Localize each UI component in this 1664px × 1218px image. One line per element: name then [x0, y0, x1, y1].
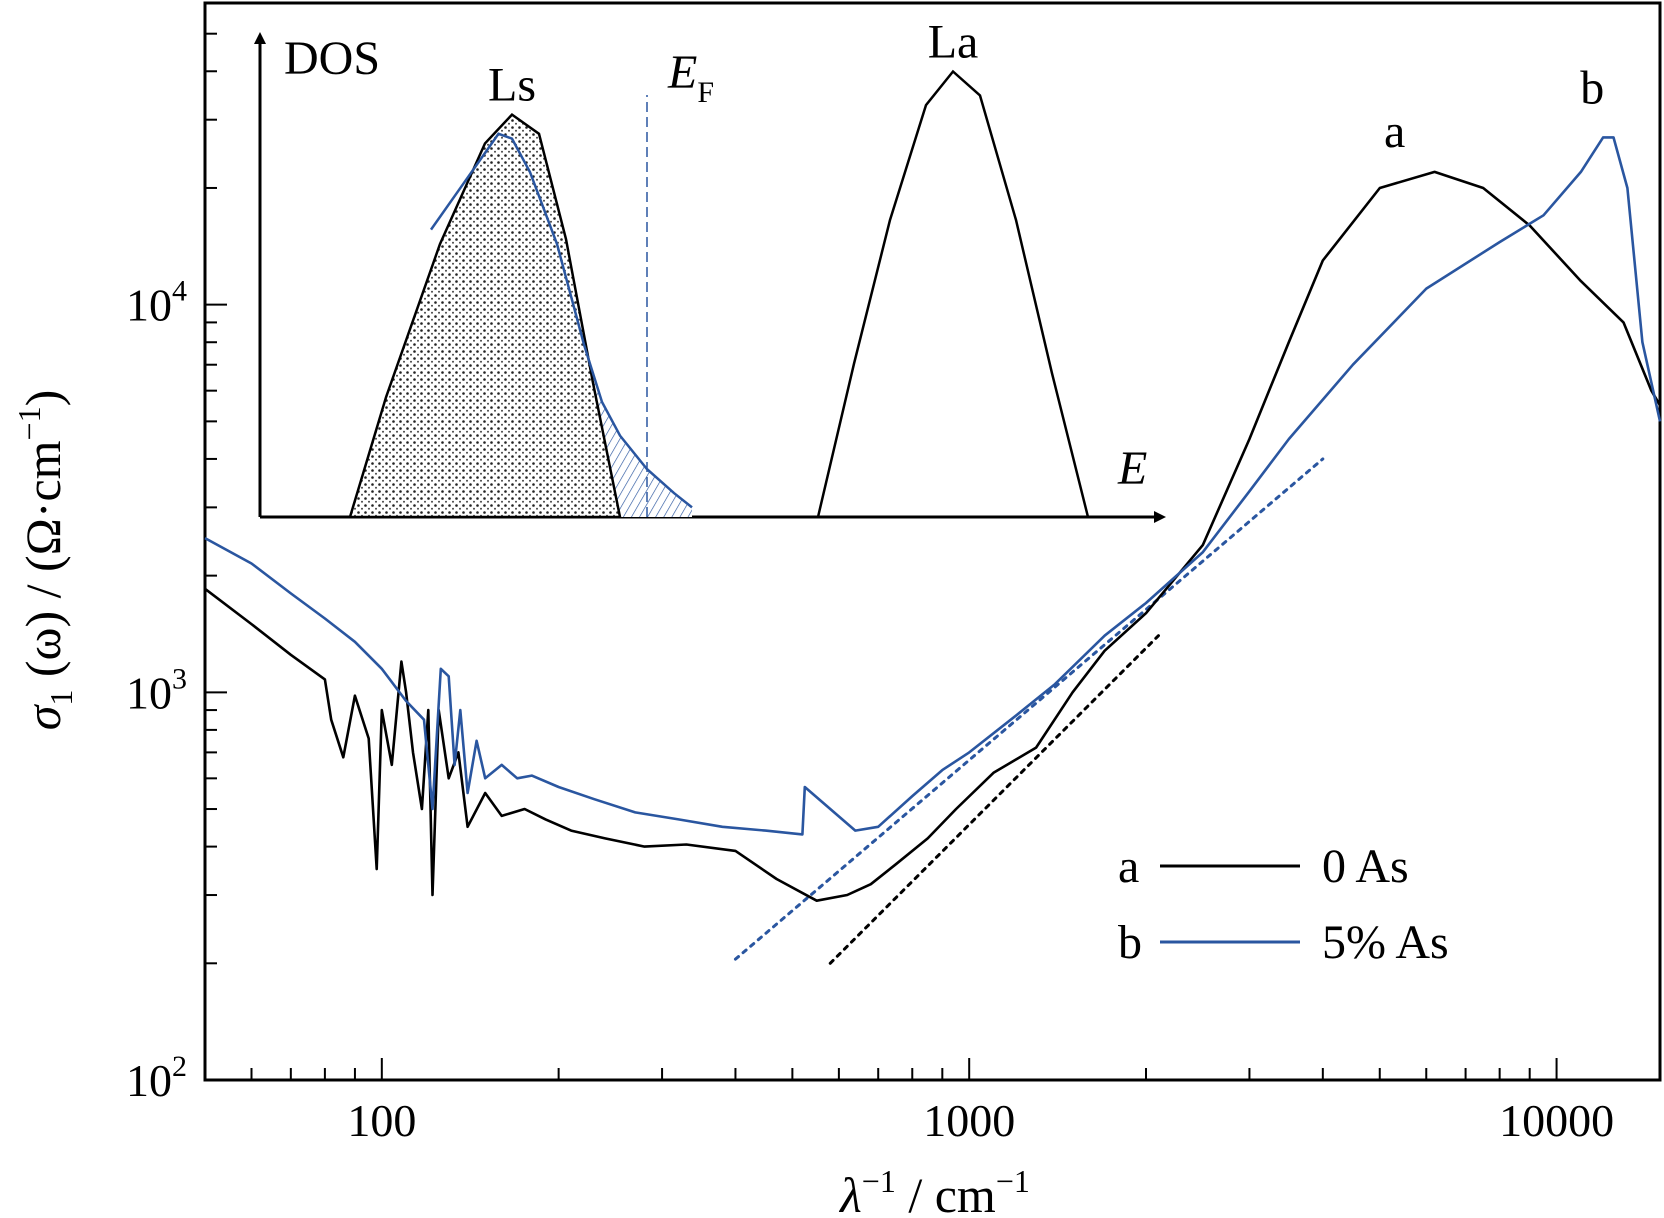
y-label-sub: 1 [43, 690, 79, 706]
fit-line-a [828, 634, 1160, 965]
plot-frame [203, 1, 1662, 1082]
series-line-b [204, 136, 1662, 836]
legend-key-b: b [1118, 916, 1142, 969]
fermi-label-sub: F [697, 76, 714, 109]
inset-x-label: E [1117, 442, 1147, 495]
y-label-sup: −1 [11, 406, 47, 440]
inset-peak-label-ls: Ls [488, 59, 536, 112]
axis-tick-labels: 100 1000 10000 102 103 104 [126, 275, 1614, 1146]
inset-y-label: DOS [284, 32, 380, 85]
y-tick-label: 102 [126, 1050, 187, 1106]
x-tick-label: 100 [347, 1095, 416, 1146]
inset-curves: Ls La [348, 16, 1090, 519]
x-axis-label: λ−1 / cm−1 [838, 1163, 1030, 1218]
inset-la-band [816, 69, 1090, 518]
x-label-sym: λ [838, 1167, 862, 1218]
x-tick-label: 1000 [923, 1095, 1015, 1146]
legend: a 0 As b 5% As [1118, 840, 1449, 969]
series-line-a [204, 170, 1662, 902]
legend-key-a: a [1118, 840, 1139, 893]
legend-label-a: 0 As [1322, 840, 1409, 893]
fit-lines [733, 457, 1325, 965]
series-lines [204, 136, 1662, 902]
legend-label-b: 5% As [1322, 916, 1449, 969]
y-label-close: ) [15, 390, 71, 407]
inset-ls-band [348, 112, 622, 519]
y-label-sym: σ [15, 703, 71, 730]
x-label-sup: −1 [862, 1163, 896, 1199]
fermi-label-base: E [667, 46, 697, 99]
x-label-unit-sup: −1 [996, 1163, 1030, 1199]
x-tick-label: 10000 [1499, 1095, 1614, 1146]
x-label-unit: / cm [896, 1167, 996, 1218]
fit-line-b [733, 457, 1325, 961]
fermi-label: EF [667, 46, 714, 109]
y-tick-label: 103 [126, 662, 187, 718]
peak-label-b: b [1580, 62, 1604, 115]
peak-label-a: a [1384, 105, 1405, 158]
peak-labels: ab [1384, 62, 1604, 158]
axis-ticks [204, 2, 1558, 1081]
inset-peak-label-la: La [928, 16, 979, 69]
y-axis-label: σ1 (ω) / (Ω·cm−1) [11, 390, 79, 731]
y-tick-label: 104 [126, 275, 187, 331]
y-label-rest: (ω) / (Ω·cm [15, 440, 71, 689]
